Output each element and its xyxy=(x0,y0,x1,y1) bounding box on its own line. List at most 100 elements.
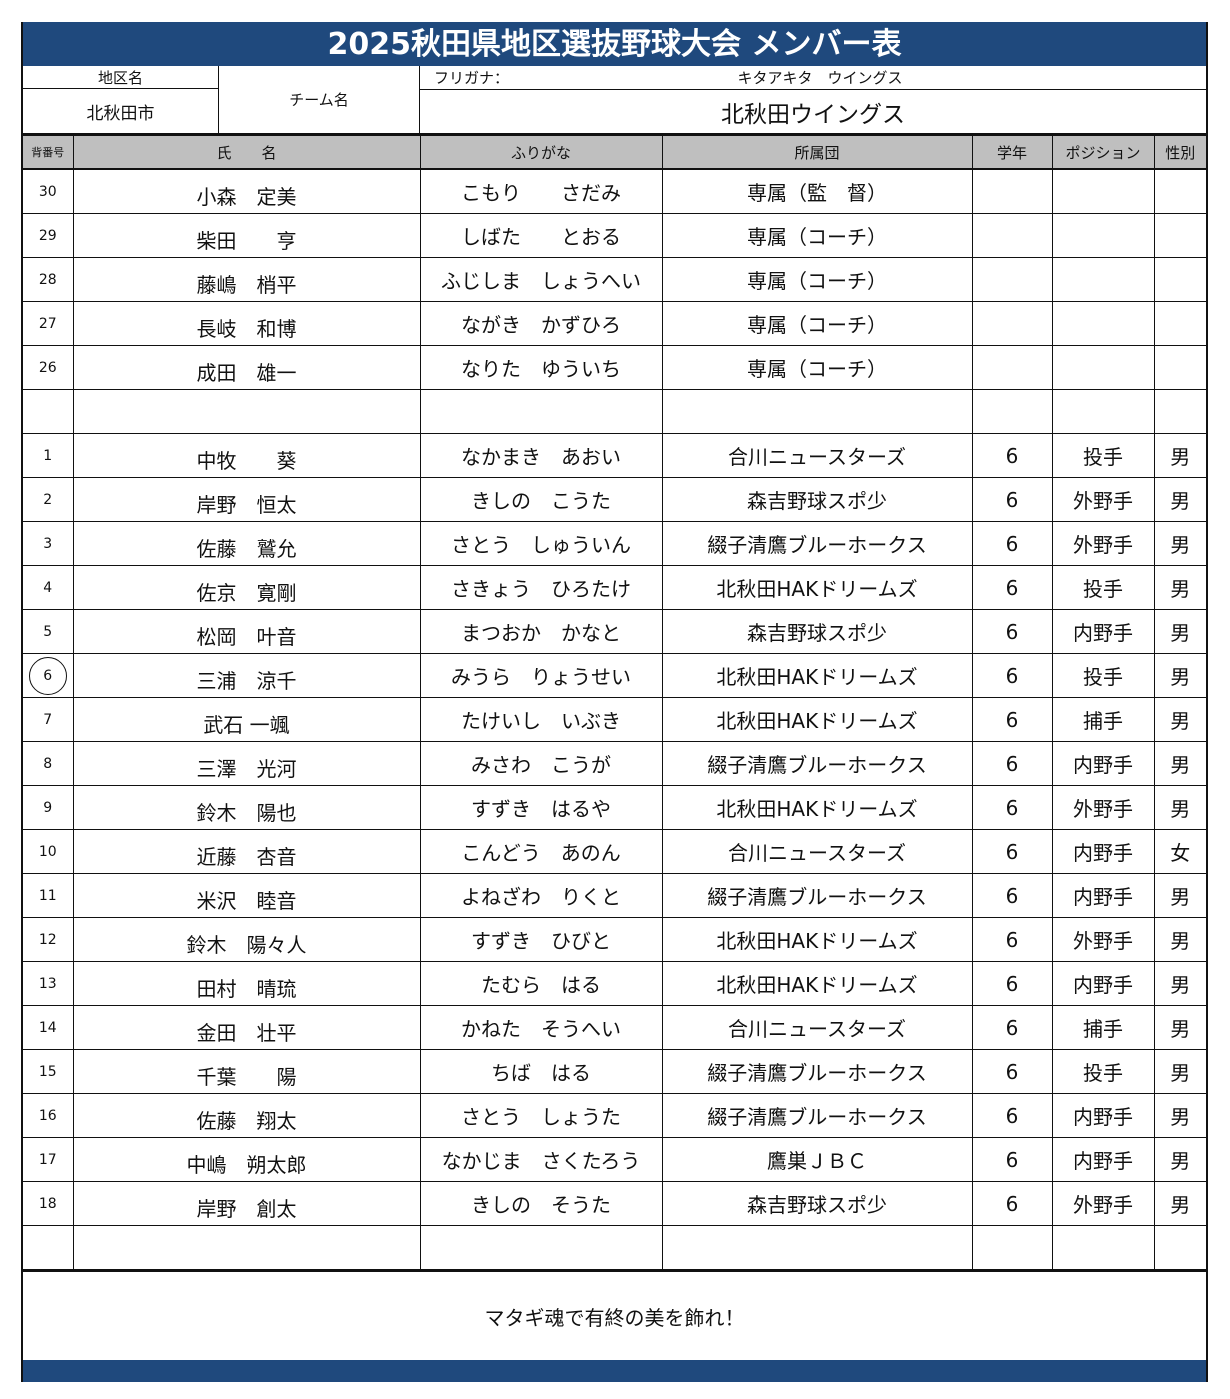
table-row: 7 武石 一颯 たけいし いぶき 北秋田HAKドリームズ 6 捕手男 xyxy=(23,697,1206,742)
name-cell: 岸野 恒太 xyxy=(72,477,421,522)
team-cell: 綴子清鷹ブルーホークス xyxy=(661,521,973,566)
number-cell: 9 xyxy=(23,785,74,830)
col-name: 氏 名 xyxy=(72,135,421,170)
sex-cell: 男 xyxy=(1153,741,1206,786)
grade-cell xyxy=(971,301,1053,346)
player-name: 岸野 恒太 xyxy=(196,493,297,517)
slogan: マタギ魂で有終の美を飾れ！ xyxy=(23,1270,1206,1360)
name-cell: 佐藤 翔太 xyxy=(72,1093,421,1138)
kana-cell: みさわ こうが xyxy=(419,741,663,786)
sex-cell xyxy=(1153,168,1206,214)
sex-cell: 男 xyxy=(1153,873,1206,918)
table-row xyxy=(23,1225,1206,1270)
furigana-label: フリガナ： xyxy=(434,69,510,87)
player-name: 長岐 和博 xyxy=(196,317,297,341)
name-cell: 松岡 叶音 xyxy=(72,609,421,654)
grade-cell: 6 xyxy=(971,1049,1053,1094)
grade-cell: 6 xyxy=(971,1093,1053,1138)
player-name: 田村 晴琉 xyxy=(196,977,297,1001)
team-cell: 森吉野球スポ少 xyxy=(661,1181,973,1226)
sex-cell xyxy=(1153,1225,1206,1270)
kana-cell: ちば はる xyxy=(419,1049,663,1094)
sex-cell: 男 xyxy=(1153,785,1206,830)
table-row: 30 小森 定美 こもり さだみ 専属（監 督） xyxy=(23,168,1206,214)
name-cell: 田村 晴琉 xyxy=(72,961,421,1006)
kana-cell: こんどう あのん xyxy=(419,829,663,874)
player-name: 岸野 創太 xyxy=(196,1197,297,1221)
sex-cell: 男 xyxy=(1153,653,1206,698)
name-cell: 藤嶋 梢平 xyxy=(72,257,421,302)
team-cell: 合川ニュースターズ xyxy=(661,829,973,874)
position-cell: 捕手 xyxy=(1051,1005,1155,1050)
kana-cell: すずき ひびと xyxy=(419,917,663,962)
grade-cell: 6 xyxy=(971,521,1053,566)
number-cell: 4 xyxy=(23,565,74,610)
sex-cell: 男 xyxy=(1153,565,1206,610)
table-row: 17 中嶋 朔太郎 なかじま さくたろう 鷹巣ＪＢＣ 6 内野手男 xyxy=(23,1137,1206,1182)
position-cell: 投手 xyxy=(1051,1049,1155,1094)
sex-cell xyxy=(1153,345,1206,390)
number-cell: 5 xyxy=(23,609,74,654)
player-name: 武石 一颯 xyxy=(203,713,290,737)
grade-cell: 6 xyxy=(971,741,1053,786)
number-cell: 2 xyxy=(23,477,74,522)
player-name: 柴田 亨 xyxy=(196,229,297,253)
grade-cell xyxy=(971,213,1053,258)
grade-cell: 6 xyxy=(971,565,1053,610)
position-cell: 外野手 xyxy=(1051,917,1155,962)
sex-cell xyxy=(1153,301,1206,346)
number-cell: 29 xyxy=(23,213,74,258)
kana-cell: ふじしま しょうへい xyxy=(419,257,663,302)
grade-cell: 6 xyxy=(971,433,1053,478)
grade-cell xyxy=(971,257,1053,302)
kana-cell: さとう しょうた xyxy=(419,1093,663,1138)
player-name: 藤嶋 梢平 xyxy=(196,273,297,297)
position-cell xyxy=(1051,301,1155,346)
position-cell: 内野手 xyxy=(1051,1137,1155,1182)
position-cell: 投手 xyxy=(1051,653,1155,698)
number-cell: 1 xyxy=(23,433,74,478)
kana-cell: みうら りょうせい xyxy=(419,653,663,698)
player-name: 米沢 睦音 xyxy=(196,889,297,913)
table-row: 6 三浦 涼千 みうら りょうせい 北秋田HAKドリームズ 6 投手男 xyxy=(23,653,1206,698)
player-name: 小森 定美 xyxy=(196,185,297,209)
captain-circle: 6 xyxy=(28,656,67,695)
number-cell: 27 xyxy=(23,301,74,346)
team-label: チーム名 xyxy=(218,66,420,133)
team-cell: 森吉野球スポ少 xyxy=(661,609,973,654)
grade-cell xyxy=(971,389,1053,434)
grade-cell: 6 xyxy=(971,1005,1053,1050)
position-cell: 外野手 xyxy=(1051,785,1155,830)
position-cell: 内野手 xyxy=(1051,741,1155,786)
table-row: 3 佐藤 鷲允 さとう しゅういん 綴子清鷹ブルーホークス 6 外野手男 xyxy=(23,521,1206,566)
sex-cell: 男 xyxy=(1153,477,1206,522)
name-cell: 千葉 陽 xyxy=(72,1049,421,1094)
kana-cell: かねた そうへい xyxy=(419,1005,663,1050)
team-cell: 鷹巣ＪＢＣ xyxy=(661,1137,973,1182)
col-grade: 学年 xyxy=(971,135,1053,170)
team-cell: 合川ニュースターズ xyxy=(661,433,973,478)
sheet-title: 2025秋田県地区選抜野球大会 メンバー表 xyxy=(23,22,1206,66)
sex-cell: 女 xyxy=(1153,829,1206,874)
kana-cell: なかまき あおい xyxy=(419,433,663,478)
sex-cell: 男 xyxy=(1153,1005,1206,1050)
team-cell: 森吉野球スポ少 xyxy=(661,477,973,522)
kana-cell xyxy=(419,389,663,434)
position-cell: 捕手 xyxy=(1051,697,1155,742)
grade-cell: 6 xyxy=(971,1137,1053,1182)
kana-cell: ながき かずひろ xyxy=(419,301,663,346)
team-cell: 専属（監 督） xyxy=(661,168,973,214)
name-cell: 鈴木 陽也 xyxy=(72,785,421,830)
grade-cell xyxy=(971,1225,1053,1270)
table-row: 15 千葉 陽 ちば はる 綴子清鷹ブルーホークス 6 投手男 xyxy=(23,1049,1206,1094)
table-row: 5 松岡 叶音 まつおか かなと 森吉野球スポ少 6 内野手男 xyxy=(23,609,1206,654)
team-cell xyxy=(661,389,973,434)
kana-cell xyxy=(419,1225,663,1270)
kana-cell: きしの そうた xyxy=(419,1181,663,1226)
name-cell: 三澤 光河 xyxy=(72,741,421,786)
name-cell: 三浦 涼千 xyxy=(72,653,421,698)
number-cell: 14 xyxy=(23,1005,74,1050)
name-cell: 金田 壮平 xyxy=(72,1005,421,1050)
team-cell: 北秋田HAKドリームズ xyxy=(661,961,973,1006)
header-row: 背番号 氏 名 ふりがな 所属団 学年 ポジション 性別 xyxy=(23,135,1206,170)
